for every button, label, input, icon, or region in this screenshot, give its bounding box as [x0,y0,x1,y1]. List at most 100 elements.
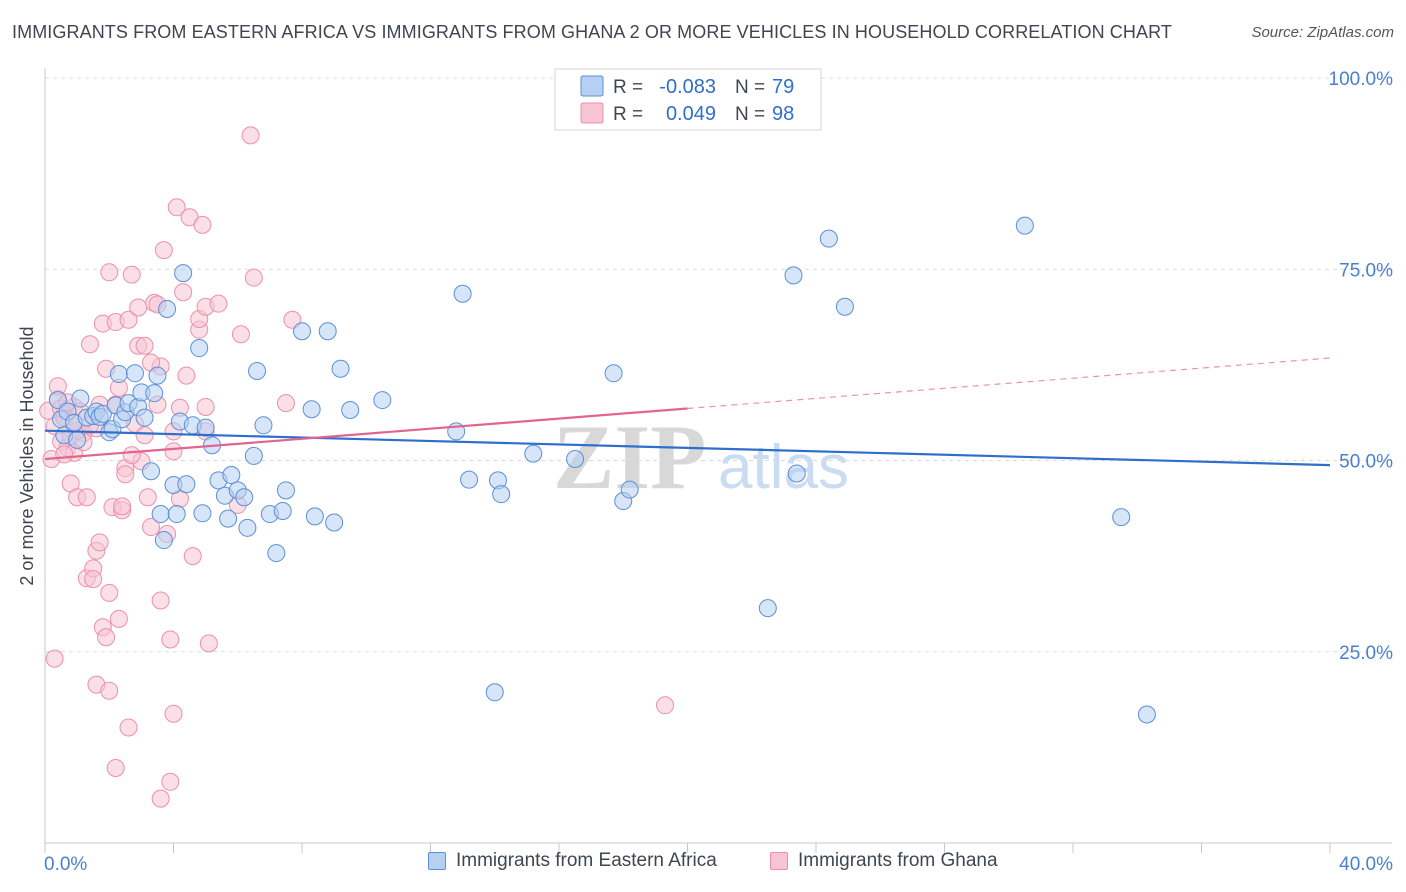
point-eastern-africa [604,364,623,383]
point-eastern-africa [193,504,212,523]
point-eastern-africa [148,366,167,385]
y-tick-label: 100.0% [1329,69,1394,90]
legend-n-value-2: 98 [772,103,794,125]
point-eastern-africa [154,531,173,550]
legend-swatch-eastern-africa [428,852,446,870]
legend-r-label-2: R = [613,104,643,125]
trend-line-ghana [44,407,688,461]
point-eastern-africa [373,391,392,410]
legend-n-label-1: N = [735,77,765,98]
point-ghana [45,649,64,668]
point-ghana [129,298,148,317]
point-eastern-africa [305,507,324,526]
point-ghana [116,465,135,484]
point-eastern-africa [174,264,193,283]
point-eastern-africa [190,339,209,358]
point-eastern-africa [219,509,238,528]
point-eastern-africa [48,391,67,410]
series-eastern-africa-points [48,216,1156,724]
point-ghana [183,547,202,566]
trend-line-ghana-extension [687,357,1331,410]
legend-n-label-2: N = [735,104,765,125]
point-ghana [231,325,250,344]
gridlines [45,77,1392,653]
x-tick-label: 40.0% [1339,854,1393,875]
point-eastern-africa [302,400,321,419]
point-eastern-africa [177,475,196,494]
legend-bottom: Immigrants from Eastern Africa Immigrant… [0,850,1406,880]
point-eastern-africa [453,284,472,303]
point-ghana [135,336,154,355]
chart-title: IMMIGRANTS FROM EASTERN AFRICA VS IMMIGR… [12,22,1172,42]
chart-source: Source: ZipAtlas.com [1251,24,1394,41]
point-ghana [142,518,161,537]
point-ghana [167,198,186,217]
trend-line-eastern-africa [44,429,1331,467]
point-eastern-africa [758,599,777,618]
point-eastern-africa [276,481,295,500]
point-eastern-africa [158,300,177,319]
point-eastern-africa [492,485,511,504]
point-eastern-africa [109,365,128,384]
point-eastern-africa [248,361,267,380]
point-eastern-africa [819,229,838,248]
point-eastern-africa [787,464,806,483]
point-eastern-africa [267,544,286,563]
point-eastern-africa [485,683,504,702]
point-ghana [193,215,212,234]
point-ghana [90,533,109,552]
trend-lines [44,357,1331,467]
point-ghana [113,497,132,516]
x-tick-labels: 0.0% 40.0% [44,854,1393,875]
legend-r-label-1: R = [613,77,643,98]
legend-top: R = -0.083 N = 79 R = 0.049 N = 98 [554,68,822,131]
legend-n-value-1: 79 [772,76,794,98]
point-ghana [209,294,228,313]
point-eastern-africa [566,449,585,468]
point-ghana [161,772,180,791]
point-eastern-africa [524,444,543,463]
point-ghana [283,310,302,329]
point-ghana [656,696,675,715]
legend-r-value-2: 0.049 [666,103,716,125]
point-eastern-africa [244,446,263,465]
point-eastern-africa [273,501,292,520]
point-ghana [97,628,116,647]
point-eastern-africa [238,518,257,537]
point-ghana [164,704,183,723]
point-ghana [100,263,119,282]
point-eastern-africa [68,430,87,449]
point-ghana [109,609,128,628]
point-eastern-africa [835,297,854,316]
point-ghana [161,630,180,649]
point-eastern-africa [1112,508,1131,527]
point-eastern-africa [460,470,479,489]
point-eastern-africa [135,408,154,427]
point-eastern-africa [167,505,186,524]
legend-item-ghana: Immigrants from Ghana [770,850,998,872]
legend-label-ghana: Immigrants from Ghana [798,850,998,871]
point-eastern-africa [784,266,803,285]
y-tick-label: 50.0% [1339,452,1393,473]
point-eastern-africa [71,389,90,408]
point-eastern-africa [151,505,170,524]
point-ghana [138,488,157,507]
legend-swatch-ghana [580,102,604,124]
point-ghana [241,126,260,145]
point-eastern-africa [293,322,311,341]
point-eastern-africa [125,364,144,383]
point-ghana [55,445,74,464]
y-tick-labels: 25.0% 50.0% 75.0% 100.0% [1329,69,1394,664]
point-ghana [106,759,125,778]
point-ghana [177,366,196,385]
point-eastern-africa [93,404,112,423]
y-axis-label: 2 or more Vehicles in Household [17,326,37,585]
point-eastern-africa [254,416,273,435]
point-ghana [122,446,141,465]
point-ghana [244,268,263,287]
y-tick-label: 25.0% [1339,643,1393,664]
point-ghana [122,265,141,284]
point-ghana [100,681,119,700]
point-ghana [80,335,99,354]
legend-label-eastern-africa: Immigrants from Eastern Africa [456,850,717,871]
